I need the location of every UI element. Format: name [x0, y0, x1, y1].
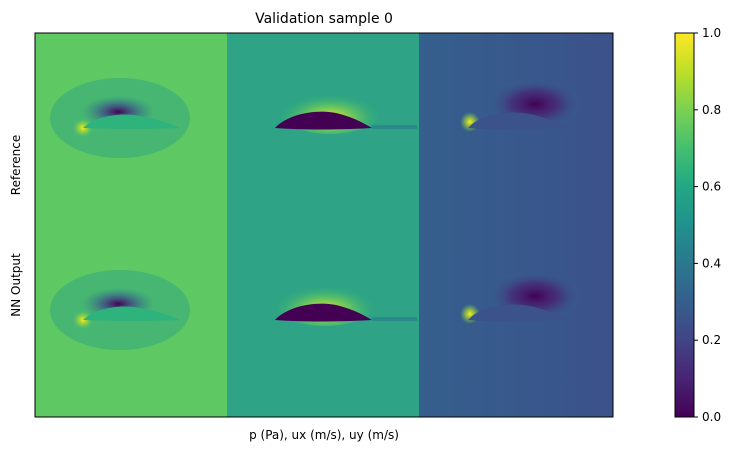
panel-reference-uy: [419, 33, 613, 225]
colorbar-gradient: [674, 32, 695, 418]
colorbar-tick-label: 0.2: [702, 333, 721, 347]
colorbar-tick-label: 0.8: [702, 103, 721, 117]
colorbar-ticks: 0.0 0.2 0.4 0.6 0.8 1.0: [694, 26, 721, 424]
row-label-nn-output: NN Output: [9, 253, 23, 317]
chart-title: Validation sample 0: [255, 11, 393, 27]
colorbar-tick-label: 1.0: [702, 26, 721, 40]
colorbar-tick-label: 0.6: [702, 180, 721, 194]
panel-nn-uy: [419, 225, 613, 417]
row-label-reference: Reference: [9, 135, 23, 195]
panel-nn-ux: [227, 225, 419, 417]
panel-reference-p: [35, 33, 227, 225]
panel-reference-ux: [227, 33, 419, 225]
panel-nn-p: [35, 225, 227, 417]
colorbar-tick-label: 0.0: [702, 410, 721, 424]
colorbar-tick-label: 0.4: [702, 256, 721, 270]
colorbar: 0.0 0.2 0.4 0.6 0.8 1.0: [674, 26, 721, 424]
x-axis-label: p (Pa), ux (m/s), uy (m/s): [249, 428, 399, 442]
heatmap-area: [35, 33, 613, 417]
axes-frame: [34, 32, 614, 418]
